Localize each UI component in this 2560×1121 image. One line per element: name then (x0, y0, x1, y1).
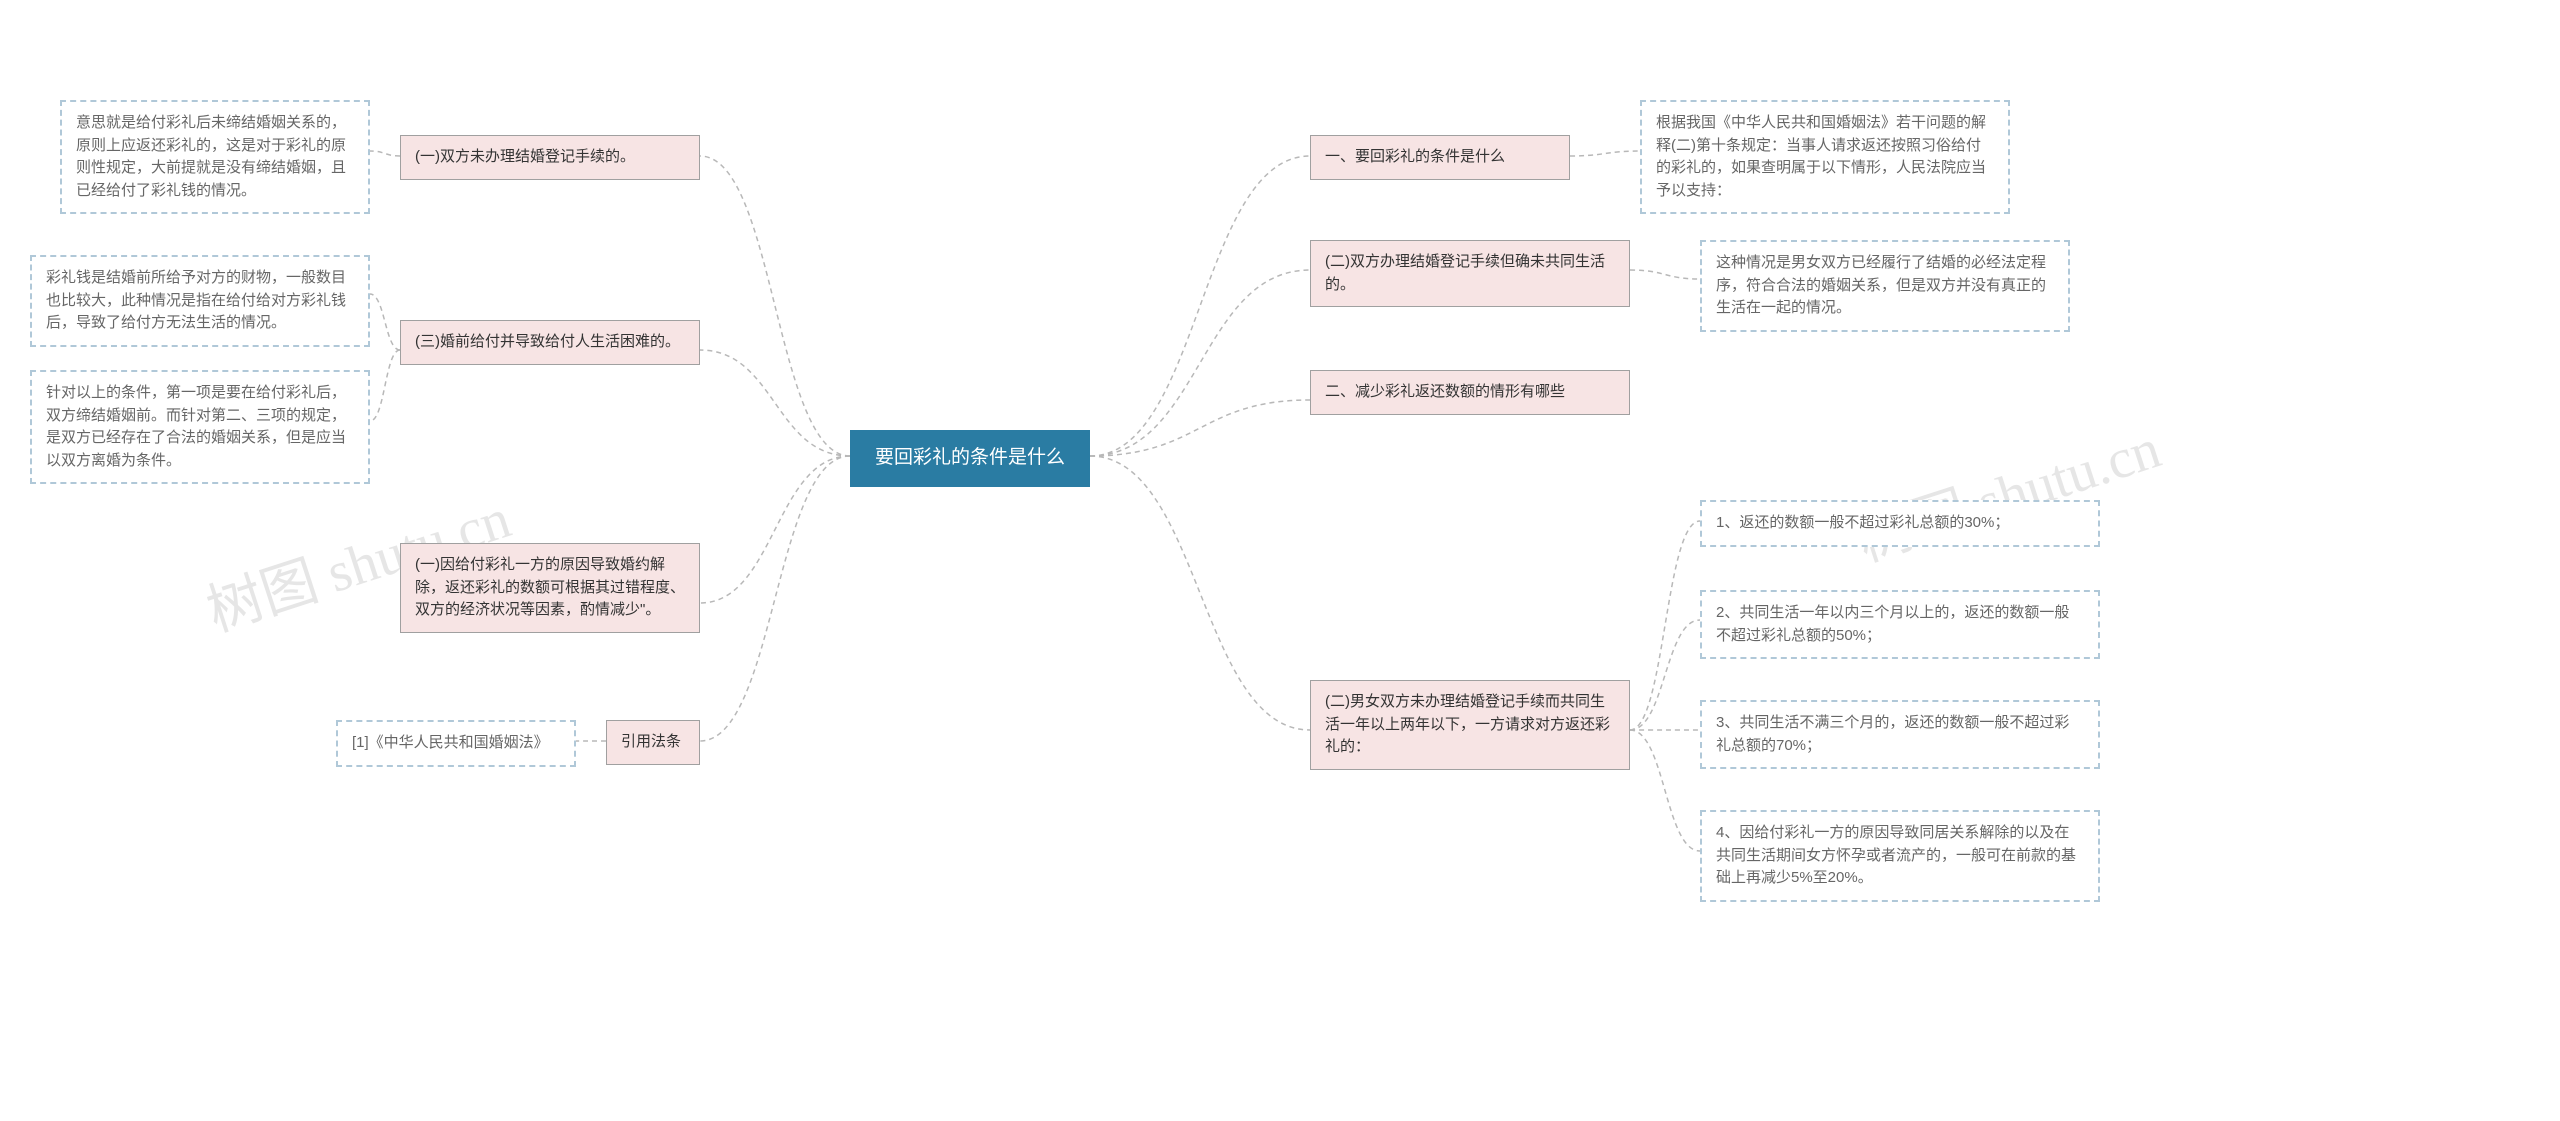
watermark: 树图 shutu.cn (1845, 403, 2169, 577)
leaf-l1a: 意思就是给付彩礼后未缔结婚姻关系的，原则上应返还彩礼的，这是对于彩礼的原则性规定… (60, 100, 370, 214)
leaf-l2b: 针对以上的条件，第一项是要在给付彩礼后，双方缔结婚姻前。而针对第二、三项的规定，… (30, 370, 370, 484)
branch-r4: (二)男女双方未办理结婚登记手续而共同生活一年以上两年以下，一方请求对方返还彩礼… (1310, 680, 1630, 770)
center-topic: 要回彩礼的条件是什么 (850, 430, 1090, 487)
branch-l4: 引用法条 (606, 720, 700, 765)
branch-l3: (一)因给付彩礼一方的原因导致婚约解除，返还彩礼的数额可根据其过错程度、双方的经… (400, 543, 700, 633)
leaf-r1a: 根据我国《中华人民共和国婚姻法》若干问题的解释(二)第十条规定：当事人请求返还按… (1640, 100, 2010, 214)
leaf-r4c: 3、共同生活不满三个月的，返还的数额一般不超过彩礼总额的70%； (1700, 700, 2100, 769)
leaf-l4a: [1]《中华人民共和国婚姻法》 (336, 720, 576, 767)
leaf-r2a: 这种情况是男女双方已经履行了结婚的必经法定程序，符合合法的婚姻关系，但是双方并没… (1700, 240, 2070, 332)
leaf-r4d: 4、因给付彩礼一方的原因导致同居关系解除的以及在共同生活期间女方怀孕或者流产的，… (1700, 810, 2100, 902)
connector-layer (0, 0, 2560, 1121)
branch-l1: (一)双方未办理结婚登记手续的。 (400, 135, 700, 180)
branch-r2: (二)双方办理结婚登记手续但确未共同生活的。 (1310, 240, 1630, 307)
branch-r3: 二、减少彩礼返还数额的情形有哪些 (1310, 370, 1630, 415)
branch-r1: 一、要回彩礼的条件是什么 (1310, 135, 1570, 180)
leaf-r4b: 2、共同生活一年以内三个月以上的，返还的数额一般不超过彩礼总额的50%； (1700, 590, 2100, 659)
leaf-l2a: 彩礼钱是结婚前所给予对方的财物，一般数目也比较大，此种情况是指在给付给对方彩礼钱… (30, 255, 370, 347)
branch-l2: (三)婚前给付并导致给付人生活困难的。 (400, 320, 700, 365)
leaf-r4a: 1、返还的数额一般不超过彩礼总额的30%； (1700, 500, 2100, 547)
